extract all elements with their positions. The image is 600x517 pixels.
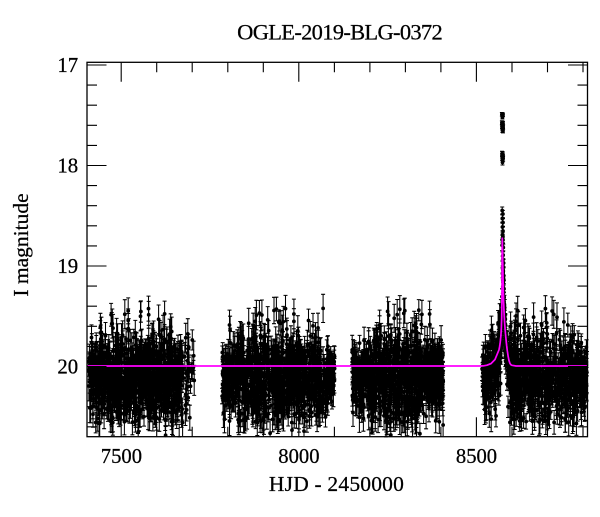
svg-text:17: 17 [57, 54, 78, 77]
svg-text:20: 20 [57, 356, 78, 379]
svg-text:I magnitude: I magnitude [9, 193, 33, 296]
svg-text:8000: 8000 [278, 446, 319, 468]
svg-text:HJD - 2450000: HJD - 2450000 [269, 472, 404, 496]
svg-text:18: 18 [57, 155, 78, 178]
svg-text:7500: 7500 [101, 446, 142, 468]
svg-text:19: 19 [57, 255, 78, 278]
svg-text:OGLE-2019-BLG-0372: OGLE-2019-BLG-0372 [237, 20, 442, 45]
svg-text:8500: 8500 [456, 446, 497, 468]
